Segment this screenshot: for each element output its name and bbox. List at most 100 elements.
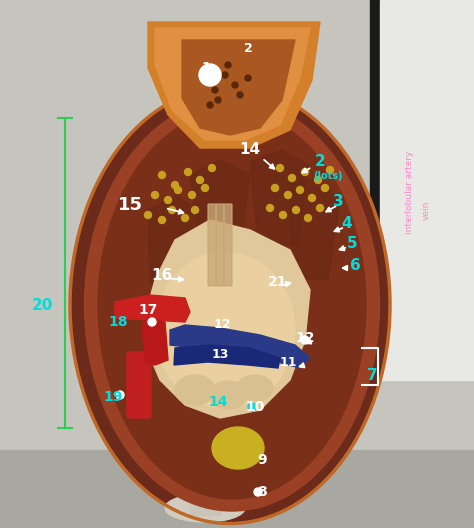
Circle shape [152, 192, 158, 199]
Text: 16: 16 [151, 268, 173, 282]
Ellipse shape [84, 99, 380, 511]
Ellipse shape [98, 111, 366, 499]
Circle shape [317, 204, 323, 212]
Text: 1: 1 [201, 61, 211, 75]
Text: 5: 5 [346, 237, 357, 251]
Circle shape [276, 165, 283, 172]
Circle shape [191, 206, 199, 213]
Text: 4: 4 [342, 216, 352, 231]
Circle shape [225, 62, 231, 68]
Circle shape [184, 168, 191, 175]
Circle shape [197, 176, 203, 184]
Circle shape [222, 72, 228, 78]
Circle shape [245, 75, 251, 81]
Circle shape [158, 216, 165, 223]
Circle shape [215, 97, 221, 103]
Circle shape [182, 214, 189, 222]
Circle shape [248, 403, 256, 411]
Polygon shape [170, 325, 310, 368]
Ellipse shape [165, 494, 245, 522]
Text: 21: 21 [268, 275, 288, 289]
Text: 6: 6 [350, 258, 360, 272]
Circle shape [301, 336, 309, 344]
Circle shape [164, 196, 172, 203]
Circle shape [116, 391, 124, 399]
Polygon shape [174, 345, 280, 368]
Circle shape [172, 182, 179, 188]
FancyBboxPatch shape [224, 204, 232, 286]
Ellipse shape [212, 427, 264, 469]
Circle shape [209, 165, 216, 172]
Circle shape [207, 102, 213, 108]
Polygon shape [250, 150, 308, 245]
Circle shape [199, 64, 221, 86]
Circle shape [201, 184, 209, 192]
Circle shape [232, 82, 238, 88]
Text: 8: 8 [257, 485, 267, 499]
Circle shape [148, 318, 156, 326]
Circle shape [297, 186, 303, 193]
Text: 20: 20 [31, 297, 53, 313]
Polygon shape [148, 22, 320, 148]
Polygon shape [145, 220, 310, 418]
Ellipse shape [71, 88, 389, 523]
Circle shape [272, 184, 279, 192]
Text: 13: 13 [211, 348, 228, 362]
Circle shape [158, 172, 165, 178]
Circle shape [289, 174, 295, 182]
Text: 2: 2 [315, 155, 325, 169]
FancyBboxPatch shape [208, 204, 216, 286]
Circle shape [309, 194, 316, 202]
Circle shape [292, 206, 300, 213]
Text: 15: 15 [118, 196, 143, 214]
Circle shape [189, 192, 195, 199]
Circle shape [237, 92, 243, 98]
Text: 14: 14 [239, 143, 261, 157]
Polygon shape [115, 295, 190, 322]
Text: 3: 3 [333, 194, 343, 210]
Ellipse shape [175, 375, 215, 405]
Circle shape [145, 212, 152, 219]
Text: 2: 2 [244, 42, 252, 54]
Ellipse shape [237, 375, 273, 401]
Circle shape [280, 212, 286, 219]
Bar [190, 495, 220, 515]
Text: vein: vein [421, 200, 430, 220]
Circle shape [254, 488, 262, 496]
Bar [370, 0, 385, 370]
Polygon shape [148, 195, 200, 290]
Circle shape [321, 184, 328, 192]
Text: 11: 11 [279, 355, 297, 369]
Circle shape [301, 168, 309, 175]
Circle shape [315, 176, 321, 184]
Text: 18: 18 [108, 315, 128, 329]
Text: 12: 12 [295, 331, 315, 345]
Circle shape [284, 192, 292, 199]
Text: 10: 10 [246, 400, 264, 414]
Bar [380, 0, 474, 380]
Text: interlobular artery: interlobular artery [405, 150, 414, 234]
Polygon shape [155, 28, 310, 140]
Circle shape [212, 87, 218, 93]
Circle shape [202, 77, 208, 83]
Text: 7: 7 [367, 367, 377, 382]
FancyBboxPatch shape [216, 204, 224, 286]
Ellipse shape [209, 381, 247, 409]
Text: (lots): (lots) [313, 171, 343, 181]
Text: 14: 14 [208, 395, 228, 409]
Ellipse shape [155, 252, 295, 408]
Text: 9: 9 [257, 453, 267, 467]
FancyBboxPatch shape [127, 352, 151, 418]
Circle shape [266, 204, 273, 212]
Text: 17: 17 [138, 303, 158, 317]
Text: 12: 12 [213, 318, 231, 332]
Polygon shape [142, 318, 168, 365]
Circle shape [327, 166, 334, 174]
Polygon shape [190, 160, 250, 250]
Polygon shape [182, 40, 295, 135]
Bar [0, 450, 474, 528]
Text: 19: 19 [103, 390, 123, 404]
Circle shape [174, 186, 182, 193]
Polygon shape [290, 178, 340, 280]
Circle shape [168, 206, 175, 213]
